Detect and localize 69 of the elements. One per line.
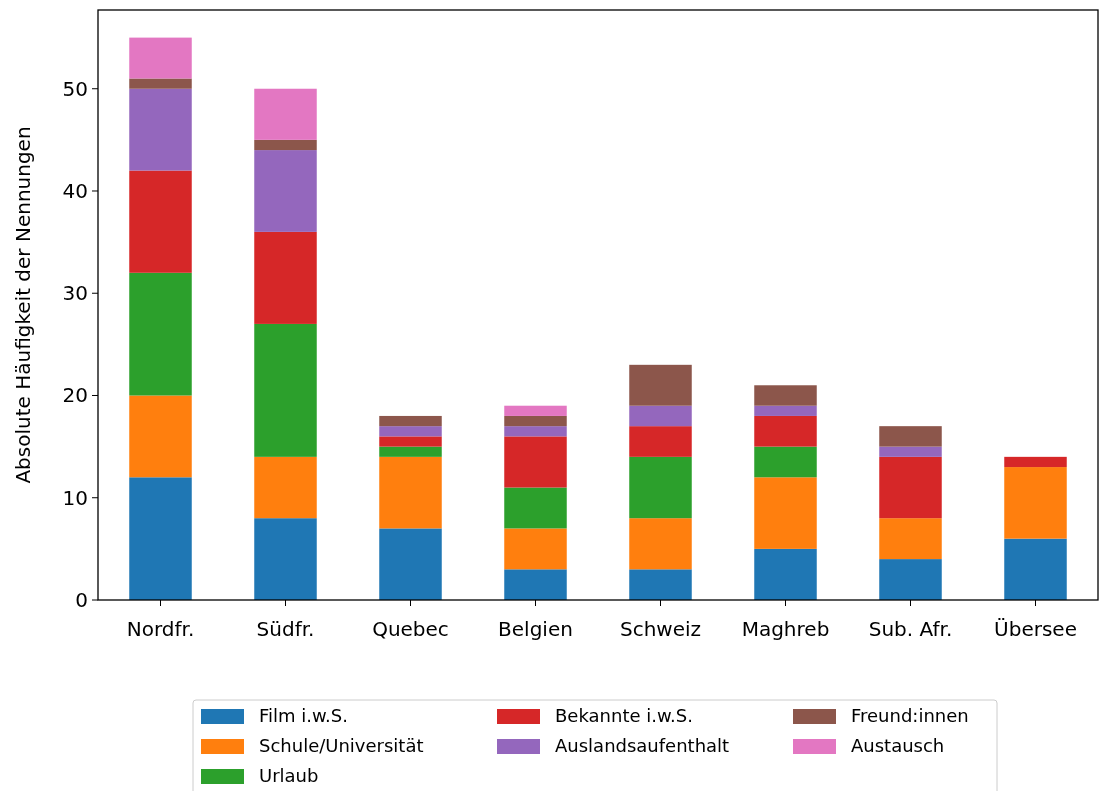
x-tick-label: Südfr.	[256, 617, 315, 641]
x-tick-label: Sub. Afr.	[868, 617, 953, 641]
bar	[754, 405, 817, 416]
bar	[254, 456, 317, 519]
bar	[629, 426, 692, 457]
bar	[504, 415, 567, 427]
bar	[129, 272, 192, 396]
bar	[754, 446, 817, 478]
bar	[1004, 456, 1067, 468]
x-tick-label: Maghreb	[741, 617, 830, 641]
bar	[129, 170, 192, 273]
bar	[254, 88, 317, 140]
bar	[629, 364, 692, 406]
bar	[504, 569, 567, 600]
bar	[379, 436, 442, 447]
bar	[379, 446, 442, 457]
y-tick-label: 30	[62, 281, 88, 306]
bar	[504, 436, 567, 488]
bar	[1004, 538, 1067, 600]
bar	[129, 395, 192, 478]
bar	[754, 385, 817, 406]
y-tick-label: 0	[75, 588, 88, 612]
bar	[504, 426, 567, 437]
bar	[879, 456, 942, 519]
bar	[379, 426, 442, 437]
bar	[379, 415, 442, 427]
bar	[254, 139, 317, 151]
bar	[629, 456, 692, 519]
bar	[629, 405, 692, 427]
bar	[504, 405, 567, 416]
x-tick-label: Belgien	[498, 617, 573, 641]
bar	[379, 528, 442, 600]
legend-label: Schule/Universität	[259, 735, 424, 756]
bar	[879, 446, 942, 457]
bar	[504, 528, 567, 570]
legend-label: Urlaub	[259, 765, 319, 786]
legend-label: Auslandsaufenthalt	[555, 735, 730, 756]
bar	[254, 231, 317, 324]
x-tick-label: Nordfr.	[126, 617, 195, 641]
bar	[629, 569, 692, 600]
bar	[879, 559, 942, 600]
bar	[754, 477, 817, 549]
legend-label: Freund:innen	[851, 705, 969, 726]
bar	[129, 37, 192, 79]
x-tick-label: Übersee	[994, 617, 1077, 641]
bar	[879, 518, 942, 560]
y-tick-label: 50	[62, 76, 88, 101]
legend-label: Film i.w.S.	[259, 705, 348, 726]
bar	[879, 426, 942, 447]
legend-label: Austausch	[851, 735, 945, 756]
bar	[629, 518, 692, 570]
y-tick-label: 40	[62, 178, 88, 203]
x-tick-label: Schweiz	[619, 617, 702, 641]
bar	[254, 518, 317, 600]
bar	[379, 456, 442, 529]
bar	[504, 487, 567, 529]
y-tick-label: 20	[62, 383, 88, 408]
bar	[129, 477, 192, 600]
x-tick-label: Quebec	[372, 617, 449, 641]
bar	[254, 150, 317, 232]
bar	[254, 323, 317, 457]
y-axis-title: Absolute Häufigkeit der Nennungen	[11, 126, 35, 484]
y-tick-label: 10	[62, 485, 88, 510]
bar	[129, 88, 192, 171]
bar	[754, 415, 817, 447]
bar	[1004, 467, 1067, 539]
legend-label: Bekannte i.w.S.	[555, 705, 693, 726]
bar	[754, 548, 817, 600]
bar	[129, 78, 192, 89]
